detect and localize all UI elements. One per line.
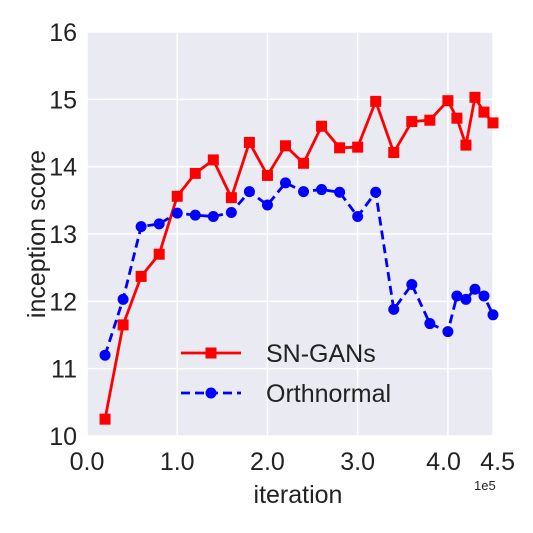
data-point — [487, 117, 499, 129]
data-point — [189, 167, 201, 179]
data-point — [279, 140, 291, 152]
legend-label: Orthnormal — [266, 380, 391, 408]
x-tick-label: 3.0 — [340, 448, 375, 476]
data-point — [153, 248, 165, 260]
series-layer — [99, 91, 499, 425]
data-point — [243, 186, 255, 198]
data-point — [171, 190, 183, 202]
y-tick-label: 10 — [49, 423, 77, 451]
data-point — [243, 136, 255, 148]
data-point — [352, 141, 364, 153]
data-point — [316, 120, 328, 132]
data-point — [469, 283, 481, 295]
x-tick-label: 4.0 — [426, 448, 461, 476]
data-point — [424, 318, 436, 330]
data-point — [460, 139, 472, 151]
data-point — [370, 186, 382, 198]
y-tick-label: 12 — [49, 288, 77, 316]
data-point — [225, 192, 237, 204]
y-tick-label: 13 — [49, 221, 77, 249]
legend-marker — [205, 347, 217, 359]
data-point — [370, 95, 382, 107]
data-point — [352, 210, 364, 222]
data-point — [99, 413, 111, 425]
data-point — [334, 186, 346, 198]
data-point — [298, 186, 310, 198]
data-point — [261, 199, 273, 211]
data-point — [261, 169, 273, 181]
data-point — [478, 290, 490, 302]
legend-marker — [205, 387, 217, 399]
data-point — [406, 116, 418, 128]
data-point — [451, 290, 463, 302]
data-point — [207, 210, 219, 222]
data-point — [153, 218, 165, 230]
data-point — [442, 95, 454, 107]
data-point — [487, 309, 499, 321]
legend-item: Orthnormal — [181, 380, 391, 408]
y-tick-label: 16 — [49, 19, 77, 47]
x-axis-label: iteration — [254, 481, 343, 509]
data-point — [189, 209, 201, 221]
data-point — [207, 154, 219, 166]
data-point — [298, 157, 310, 169]
data-point — [135, 221, 147, 233]
y-axis-label: inception score — [23, 150, 51, 318]
data-point — [406, 279, 418, 290]
x-axis-scale-label: 1e5 — [474, 478, 496, 493]
grid-lines — [86, 31, 494, 437]
data-point — [424, 114, 436, 126]
data-point — [99, 349, 111, 361]
data-point — [469, 91, 481, 103]
y-tick-labels: 10 11 12 13 14 15 16 — [49, 19, 77, 451]
data-point — [171, 207, 183, 219]
x-tick-label: 1.0 — [160, 448, 195, 476]
series-orthnormal — [99, 177, 499, 361]
data-point — [135, 270, 147, 282]
data-point — [225, 206, 237, 218]
data-point — [388, 147, 400, 159]
data-point — [279, 177, 291, 189]
x-tick-label: 0.0 — [70, 448, 105, 476]
legend-label: SN-GANs — [266, 340, 376, 368]
x-tick-label: 2.0 — [250, 448, 285, 476]
y-tick-label: 15 — [49, 86, 77, 114]
data-point — [117, 293, 129, 305]
y-tick-label: 11 — [51, 356, 77, 384]
data-point — [117, 319, 129, 331]
data-point — [388, 303, 400, 315]
data-point — [460, 293, 472, 305]
data-point — [478, 106, 490, 118]
series-sn-gans — [99, 91, 499, 425]
y-tick-label: 14 — [49, 154, 77, 182]
x-tick-label: 4.5 — [480, 448, 515, 476]
legend-item: SN-GANs — [181, 340, 376, 368]
data-point — [316, 184, 328, 196]
data-point — [442, 326, 454, 338]
legend: SN-GANs Orthnormal — [181, 340, 391, 408]
x-tick-labels: 0.0 1.0 2.0 3.0 4.0 4.5 — [70, 448, 515, 476]
data-point — [334, 142, 346, 154]
data-point — [451, 112, 463, 124]
